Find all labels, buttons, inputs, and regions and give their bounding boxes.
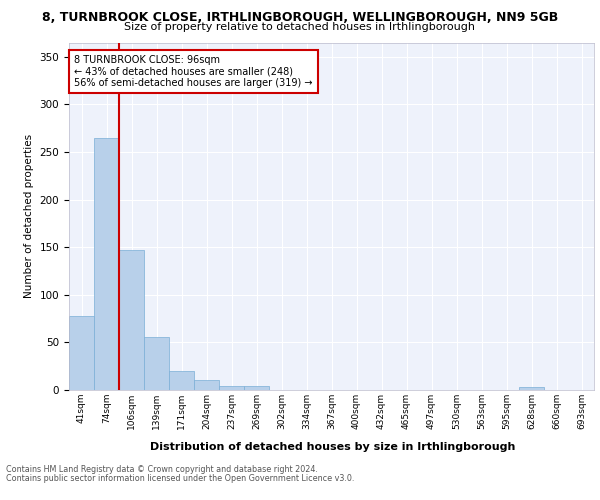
- Text: 8, TURNBROOK CLOSE, IRTHLINGBOROUGH, WELLINGBOROUGH, NN9 5GB: 8, TURNBROOK CLOSE, IRTHLINGBOROUGH, WEL…: [42, 11, 558, 24]
- Text: Distribution of detached houses by size in Irthlingborough: Distribution of detached houses by size …: [151, 442, 515, 452]
- Text: 8 TURNBROOK CLOSE: 96sqm
← 43% of detached houses are smaller (248)
56% of semi-: 8 TURNBROOK CLOSE: 96sqm ← 43% of detach…: [74, 54, 313, 88]
- Bar: [69, 316, 94, 390]
- Text: Contains HM Land Registry data © Crown copyright and database right 2024.: Contains HM Land Registry data © Crown c…: [6, 466, 318, 474]
- Bar: [244, 386, 269, 390]
- Bar: [119, 250, 144, 390]
- Text: Contains public sector information licensed under the Open Government Licence v3: Contains public sector information licen…: [6, 474, 355, 483]
- Text: Size of property relative to detached houses in Irthlingborough: Size of property relative to detached ho…: [125, 22, 476, 32]
- Bar: [94, 138, 119, 390]
- Bar: [519, 387, 544, 390]
- Bar: [194, 380, 219, 390]
- Y-axis label: Number of detached properties: Number of detached properties: [24, 134, 34, 298]
- Bar: [169, 371, 194, 390]
- Bar: [219, 386, 244, 390]
- Bar: [144, 336, 169, 390]
